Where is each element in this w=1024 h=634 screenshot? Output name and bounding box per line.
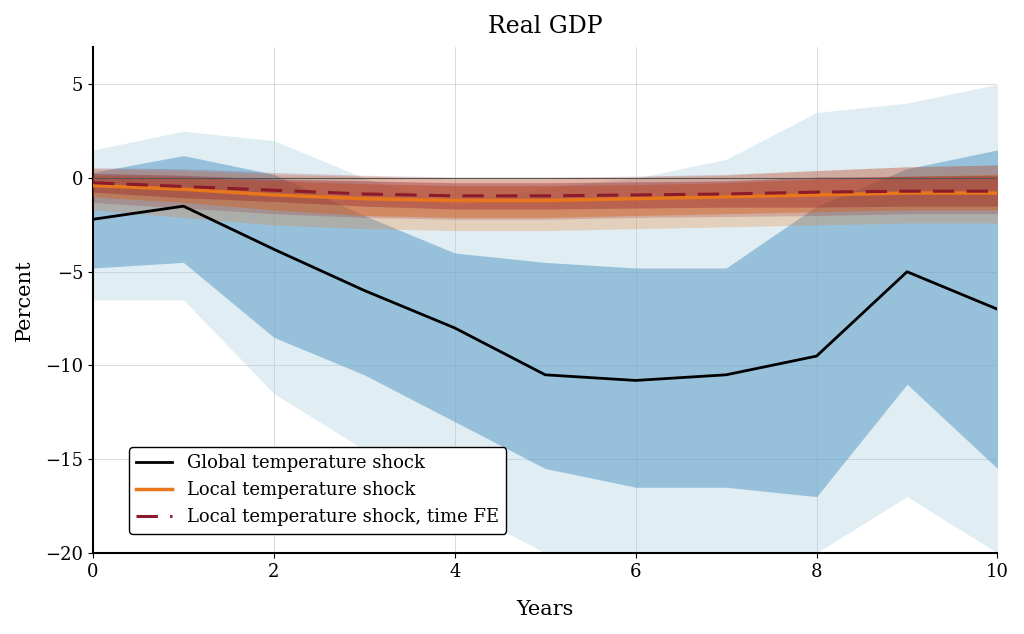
Legend: Global temperature shock, Local temperature shock, Local temperature shock, time: Global temperature shock, Local temperat… [129, 447, 506, 534]
Title: Real GDP: Real GDP [487, 15, 602, 38]
Y-axis label: Percent: Percent [15, 259, 34, 340]
X-axis label: Years: Years [516, 600, 573, 619]
